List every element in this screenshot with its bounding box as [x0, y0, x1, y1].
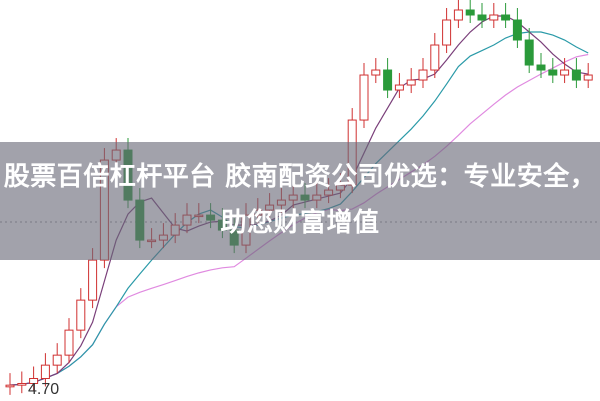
candle: [40, 364, 50, 379]
candle: [359, 74, 369, 121]
candle: [583, 74, 593, 81]
candle: [64, 329, 74, 356]
title-banner: [0, 142, 600, 260]
candle: [477, 14, 487, 21]
candle: [548, 69, 558, 76]
candle: [501, 14, 511, 21]
candle: [52, 354, 62, 366]
candle: [371, 69, 381, 76]
candle: [394, 84, 404, 91]
candle: [453, 9, 463, 21]
candle: [560, 69, 570, 76]
candle: [383, 69, 393, 91]
candle: [406, 79, 416, 86]
candle: [465, 9, 475, 16]
candle: [524, 39, 534, 66]
candle: [536, 64, 546, 71]
candle: [489, 14, 499, 21]
candle: [418, 69, 428, 81]
candle: [88, 259, 98, 301]
candle: [5, 384, 15, 388]
candle: [512, 19, 522, 41]
article-title: 股票百倍杠杆平台 胶南配资公司优选：专业安全，助您财富增值: [3, 162, 597, 238]
candle: [430, 44, 440, 71]
candle: [17, 382, 27, 386]
candle: [571, 69, 581, 81]
price-label: 4.70: [28, 381, 60, 398]
candle: [29, 377, 39, 384]
candle: [76, 299, 86, 331]
candle: [442, 19, 452, 46]
